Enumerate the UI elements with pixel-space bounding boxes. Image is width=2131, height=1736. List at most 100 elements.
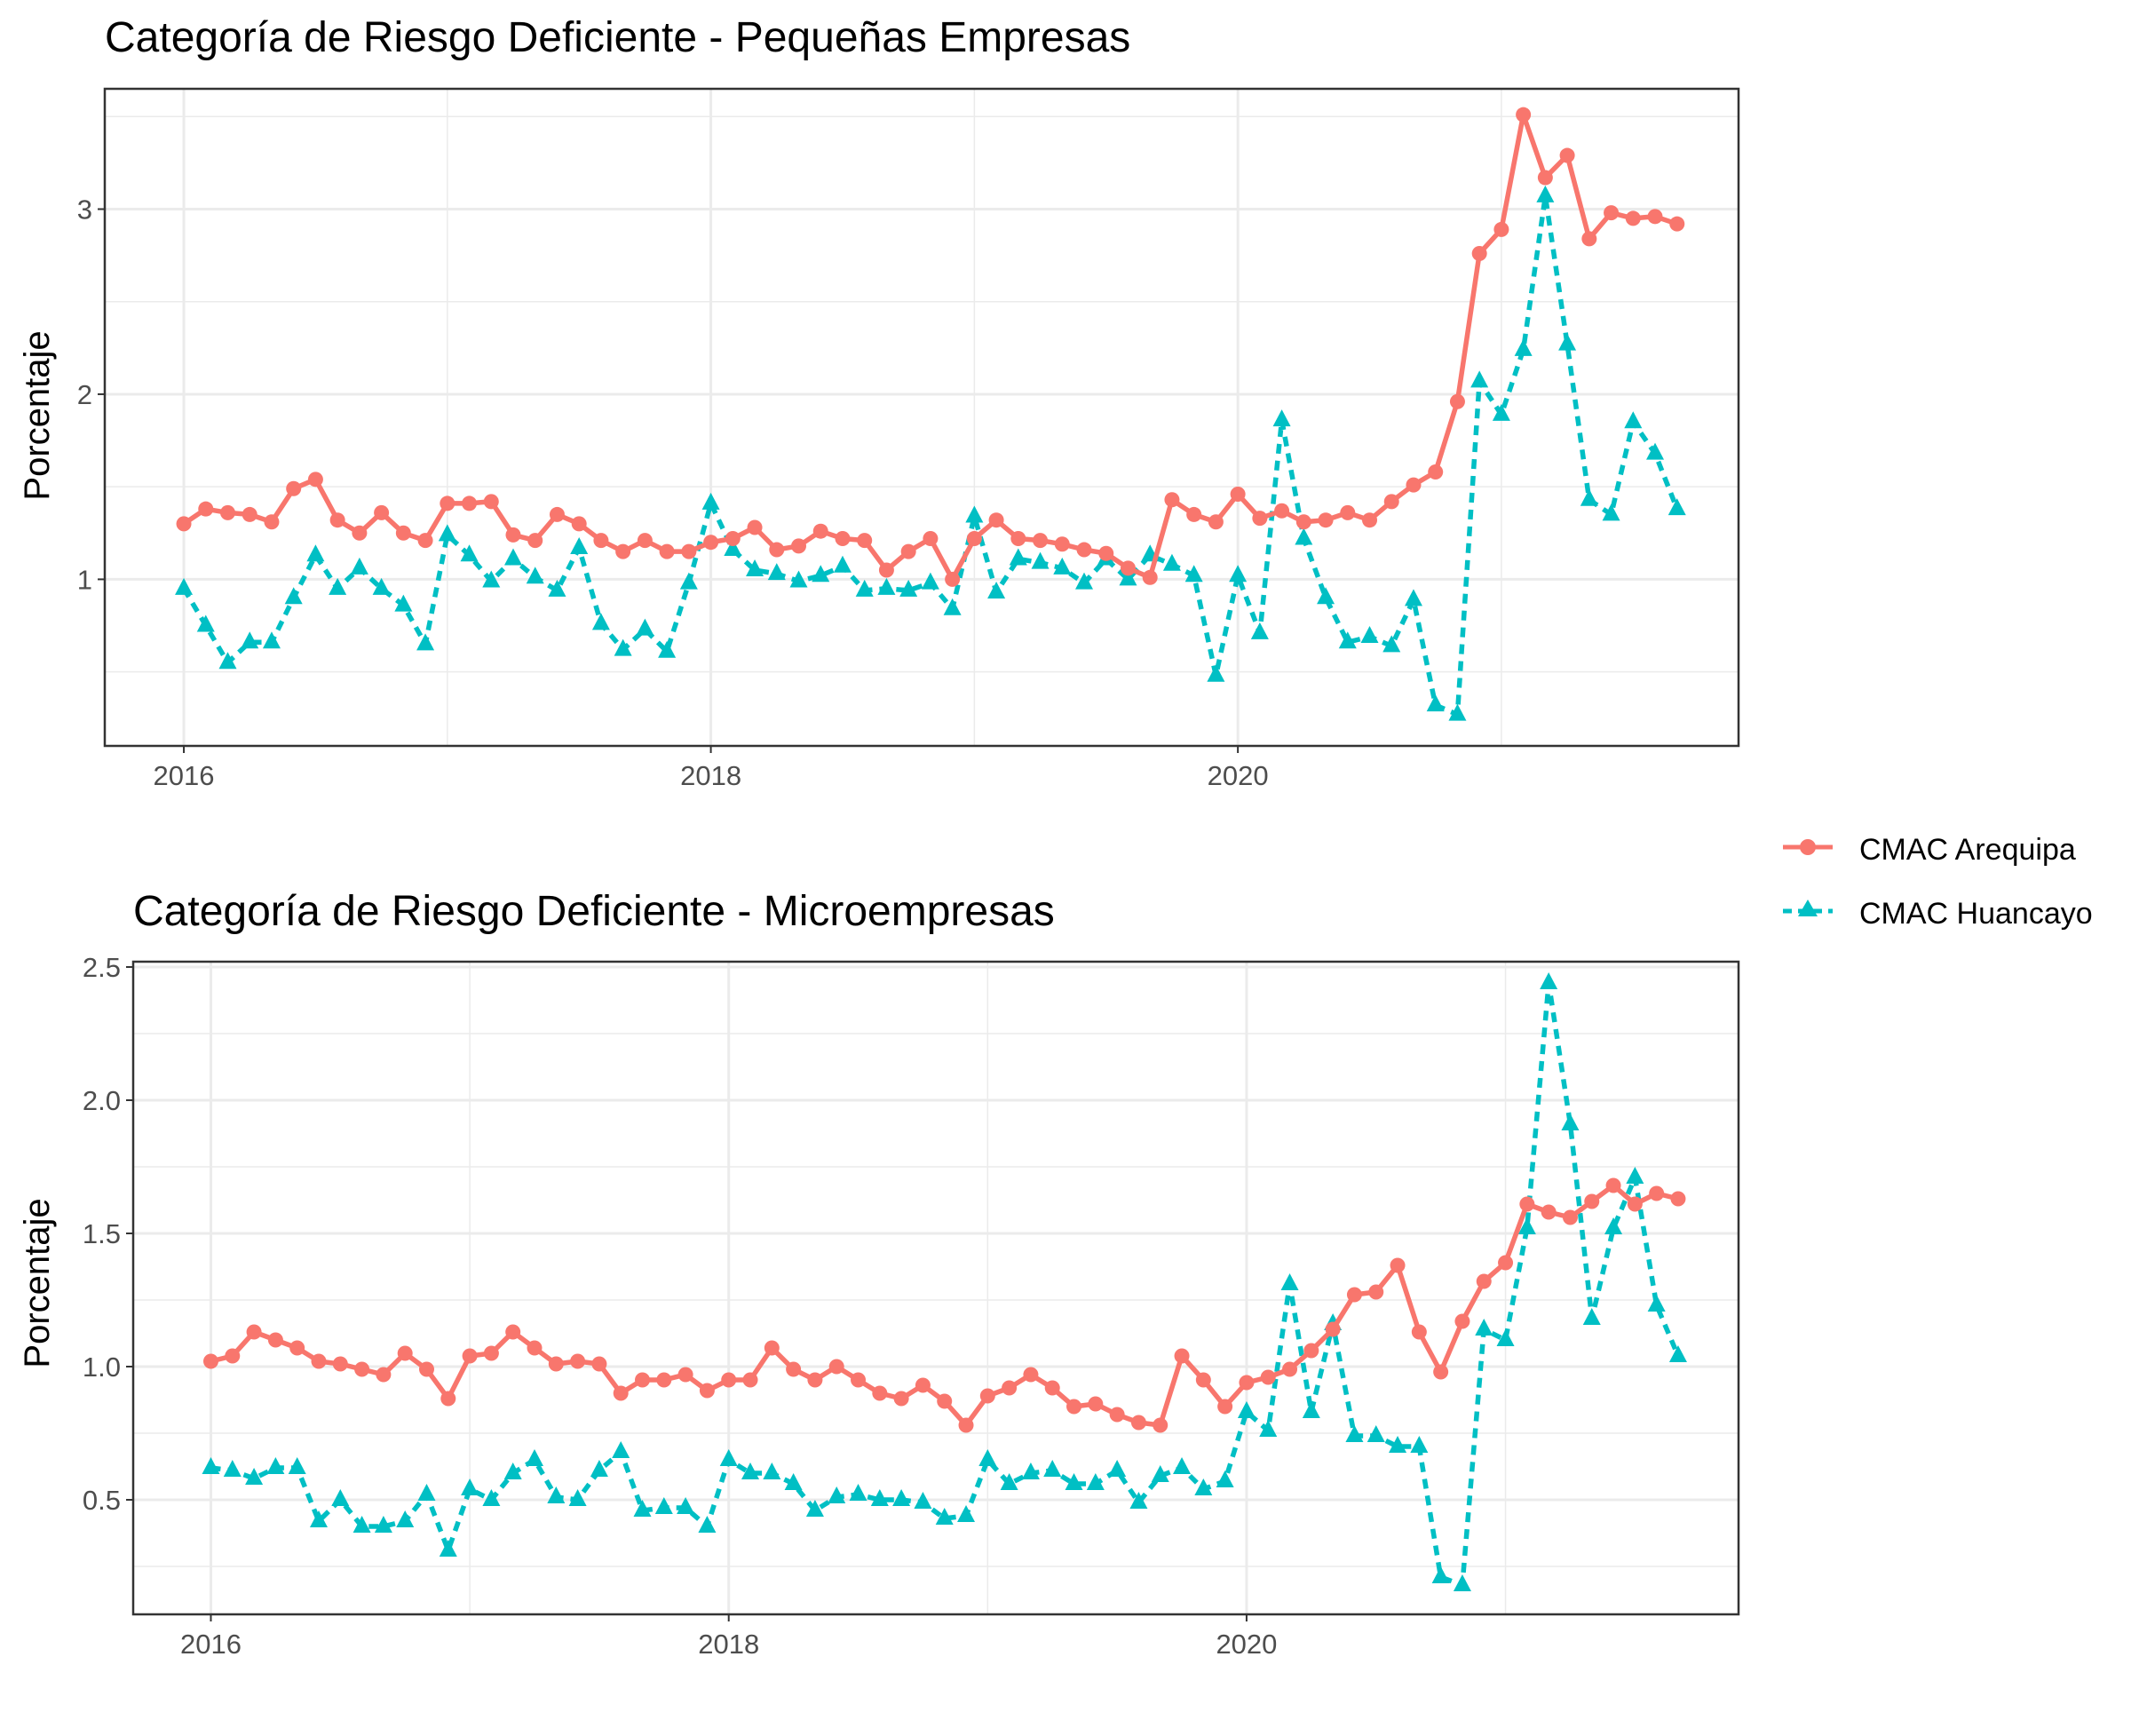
data-point-arequipa xyxy=(246,1324,262,1340)
data-point-arequipa xyxy=(681,543,697,559)
series-line-huancayo xyxy=(210,980,1681,1588)
data-point-arequipa xyxy=(264,514,280,530)
data-point-huancayo xyxy=(1624,411,1643,429)
data-point-huancayo xyxy=(870,1489,889,1506)
data-point-huancayo xyxy=(877,577,896,595)
data-point-huancayo xyxy=(394,594,413,612)
data-point-huancayo xyxy=(636,618,654,636)
data-point-arequipa xyxy=(1647,209,1663,225)
data-point-huancayo xyxy=(591,613,610,630)
data-point-arequipa xyxy=(1649,1185,1665,1201)
panel-pequenas-empresas: Categoría de Riesgo Deficiente - Pequeña… xyxy=(18,14,1740,791)
data-point-huancayo xyxy=(288,1457,306,1474)
data-point-arequipa xyxy=(988,512,1004,528)
data-point-arequipa xyxy=(937,1393,953,1409)
legend-label: CMAC Huancayo xyxy=(1859,897,2093,931)
data-point-huancayo xyxy=(1173,1457,1192,1474)
y-tick-label: 1 xyxy=(77,564,92,595)
data-point-huancayo xyxy=(1108,1460,1127,1477)
data-point-arequipa xyxy=(1519,1196,1535,1212)
data-point-arequipa xyxy=(1411,1324,1427,1340)
data-point-arequipa xyxy=(483,1345,499,1361)
data-point-arequipa xyxy=(1562,1209,1578,1225)
data-point-huancayo xyxy=(1043,1460,1062,1477)
data-point-arequipa xyxy=(613,1385,629,1401)
data-point-arequipa xyxy=(1340,504,1356,520)
data-point-huancayo xyxy=(1119,568,1137,586)
data-point-arequipa xyxy=(242,506,257,522)
data-point-huancayo xyxy=(396,1510,415,1527)
data-point-huancayo xyxy=(526,1449,543,1466)
data-point-arequipa xyxy=(1088,1396,1104,1412)
data-point-huancayo xyxy=(1646,442,1665,460)
data-point-huancayo xyxy=(1604,1217,1623,1234)
data-point-arequipa xyxy=(395,525,411,541)
data-point-huancayo xyxy=(1668,1345,1687,1362)
data-point-arequipa xyxy=(1627,1196,1643,1212)
data-point-arequipa xyxy=(878,562,894,578)
data-point-arequipa xyxy=(1195,1372,1211,1388)
x-tick-label: 2016 xyxy=(154,760,215,791)
data-point-huancayo xyxy=(1000,1473,1018,1490)
data-point-huancayo xyxy=(855,579,874,597)
data-point-huancayo xyxy=(633,1500,652,1517)
data-point-arequipa xyxy=(198,501,214,517)
data-point-huancayo xyxy=(439,1540,457,1557)
data-point-arequipa xyxy=(593,533,609,549)
data-point-huancayo xyxy=(504,548,522,566)
data-point-arequipa xyxy=(1153,1417,1168,1433)
data-point-huancayo xyxy=(763,1463,781,1479)
data-point-arequipa xyxy=(352,525,368,541)
chart-title: Categoría de Riesgo Deficiente - Microem… xyxy=(133,888,1055,935)
data-point-huancayo xyxy=(223,1460,242,1477)
data-point-huancayo xyxy=(849,1484,867,1501)
data-point-huancayo xyxy=(196,614,215,632)
data-point-arequipa xyxy=(548,1356,564,1372)
data-point-arequipa xyxy=(332,1356,348,1372)
chart-title: Categoría de Riesgo Deficiente - Pequeña… xyxy=(105,14,1130,61)
data-point-arequipa xyxy=(1541,1204,1557,1220)
data-point-arequipa xyxy=(1002,1380,1018,1396)
data-point-huancayo xyxy=(374,1516,392,1533)
data-point-arequipa xyxy=(721,1372,737,1388)
data-point-huancayo xyxy=(1492,403,1510,421)
data-point-huancayo xyxy=(701,492,720,510)
data-point-arequipa xyxy=(1498,1255,1514,1271)
data-point-arequipa xyxy=(202,1353,218,1369)
data-point-arequipa xyxy=(1471,246,1487,262)
data-point-arequipa xyxy=(570,1353,586,1369)
data-point-arequipa xyxy=(176,516,192,532)
data-point-arequipa xyxy=(440,1391,456,1407)
data-point-arequipa xyxy=(979,1388,995,1404)
data-point-huancayo xyxy=(1237,1401,1256,1418)
data-point-huancayo xyxy=(1021,1463,1040,1479)
data-point-huancayo xyxy=(350,557,368,575)
data-point-huancayo xyxy=(218,652,237,670)
y-tick-label: 2 xyxy=(77,379,92,410)
data-point-huancayo xyxy=(1540,972,1558,989)
data-point-huancayo xyxy=(1647,1295,1666,1312)
data-point-arequipa xyxy=(703,535,719,551)
data-point-arequipa xyxy=(893,1391,909,1407)
legend-key-marker xyxy=(1798,900,1818,916)
y-tick-label: 3 xyxy=(77,194,92,225)
data-point-arequipa xyxy=(1282,1361,1298,1377)
data-point-huancayo xyxy=(1453,1574,1471,1591)
data-point-huancayo xyxy=(1404,589,1422,606)
data-point-arequipa xyxy=(915,1377,931,1393)
data-point-huancayo xyxy=(1558,333,1577,351)
data-point-arequipa xyxy=(958,1417,974,1433)
data-point-huancayo xyxy=(1086,1473,1105,1490)
data-point-arequipa xyxy=(851,1372,867,1388)
data-point-arequipa xyxy=(397,1345,413,1361)
data-point-arequipa xyxy=(1033,533,1049,549)
data-point-huancayo xyxy=(482,570,501,588)
data-point-huancayo xyxy=(262,631,281,649)
data-point-arequipa xyxy=(1217,1399,1233,1415)
data-point-huancayo xyxy=(833,555,852,573)
data-point-huancayo xyxy=(1561,1114,1580,1130)
data-point-arequipa xyxy=(571,516,587,532)
data-point-huancayo xyxy=(568,1489,587,1506)
data-point-arequipa xyxy=(374,504,390,520)
